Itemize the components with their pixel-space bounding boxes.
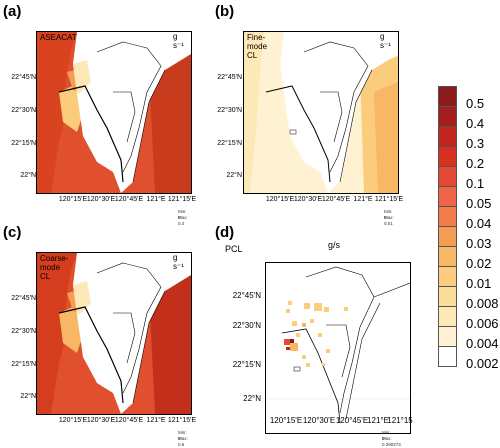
- lat-tick: 22°N: [20, 172, 36, 179]
- legend-label: 0.4: [466, 116, 485, 131]
- map-title: ASEACAT: [40, 33, 77, 42]
- legend-swatch: [438, 226, 457, 247]
- legend-label: 0.006: [466, 316, 499, 331]
- map-unit: g s⁻¹: [380, 32, 391, 50]
- legend-swatch: [438, 186, 457, 207]
- lon-tick: 121°15'E: [374, 196, 404, 203]
- legend-swatch: [438, 346, 457, 367]
- lon-tick: 120°15'E: [265, 196, 295, 203]
- legend-label: 0.03: [466, 236, 492, 251]
- legend-swatch: [438, 146, 457, 167]
- legend-label: 0.002: [466, 356, 499, 371]
- panel-letter: (a): [3, 3, 22, 20]
- map-title: Fine-mode CL: [247, 33, 268, 60]
- map-area: [36, 252, 192, 415]
- lat-tick: 22°30'N: [11, 328, 36, 335]
- lat-tick: 22°45'N: [232, 291, 261, 300]
- legend-label: 0.05: [466, 196, 492, 211]
- max-value: Max: 0.01: [384, 215, 394, 226]
- emission-map: [244, 32, 398, 193]
- lon-tick: 121°E: [353, 196, 373, 203]
- max-value: Max: 0.4: [178, 215, 188, 226]
- panel-letter: (d): [215, 224, 235, 241]
- map-title: Coarse-mode CL: [40, 254, 69, 281]
- lon-tick: 120°45'E: [114, 417, 144, 424]
- lon-tick: 120°30'E: [302, 416, 336, 425]
- legend-swatch: [438, 246, 457, 267]
- max-value: Max: 0.290273: [382, 436, 401, 447]
- legend-swatch: [438, 266, 457, 287]
- legend-label: 0.5: [466, 96, 485, 111]
- legend-label: 0.004: [466, 336, 499, 351]
- lat-tick: 22°N: [243, 394, 261, 403]
- lat-tick: 22°30'N: [217, 107, 242, 114]
- lat-tick: 22°45'N: [217, 74, 242, 81]
- lat-tick: 22°30'N: [11, 107, 36, 114]
- legend-label: 0.01: [466, 276, 492, 291]
- map-area: [265, 262, 411, 434]
- lon-tick: 120°30'E: [86, 196, 116, 203]
- lon-tick: 120°45'E: [114, 196, 144, 203]
- map-unit: g s⁻¹: [173, 32, 184, 50]
- legend-swatch: [438, 126, 457, 147]
- lat-tick: 22°45'N: [11, 295, 36, 302]
- map-area: [36, 31, 192, 194]
- lon-tick: 121°15: [387, 416, 413, 425]
- lon-tick: 120°45'E: [321, 196, 351, 203]
- legend-label: 0.04: [466, 216, 492, 231]
- lat-tick: 22°15'N: [11, 140, 36, 147]
- lat-tick: 22°15'N: [11, 361, 36, 368]
- emission-map: [266, 263, 410, 433]
- legend-label: 0.02: [466, 256, 492, 271]
- legend-swatch: [438, 286, 457, 307]
- lon-tick: 120°45'E: [335, 416, 369, 425]
- lat-tick: 22°N: [20, 393, 36, 400]
- legend-label: 0.1: [466, 176, 485, 191]
- legend-swatch: [438, 326, 457, 347]
- lon-tick: 120°15'E: [269, 416, 303, 425]
- legend-swatch: [438, 86, 457, 107]
- panel-letter: (b): [215, 3, 235, 20]
- panel-letter: (c): [3, 224, 22, 241]
- legend-label: 0.3: [466, 136, 485, 151]
- lat-tick: 22°30'N: [232, 321, 261, 330]
- lon-tick: 121°E: [146, 196, 166, 203]
- map-unit: g/s: [328, 240, 341, 250]
- min-value: Min: 0: [178, 209, 187, 220]
- lon-tick: 121°E: [146, 417, 166, 424]
- legend-swatch: [438, 166, 457, 187]
- max-value: Max: 0.6: [178, 436, 188, 447]
- map-title: PCL: [225, 244, 243, 254]
- lat-tick: 22°N: [226, 172, 242, 179]
- min-value: Min: 0: [382, 430, 391, 441]
- lon-tick: 120°15'E: [58, 417, 88, 424]
- legend-swatch: [438, 206, 457, 227]
- lon-tick: 121°15'E: [167, 417, 197, 424]
- legend-label: 0.2: [466, 156, 485, 171]
- lat-tick: 22°45'N: [11, 74, 36, 81]
- lon-tick: 121°E: [367, 416, 389, 425]
- legend-swatch: [438, 106, 457, 127]
- emission-map: [37, 32, 191, 193]
- legend-swatch: [438, 306, 457, 327]
- map-unit: g s⁻¹: [173, 253, 184, 271]
- lon-tick: 121°15'E: [167, 196, 197, 203]
- min-value: Min: 0: [178, 430, 187, 441]
- lat-tick: 22°15'N: [217, 140, 242, 147]
- lat-tick: 22°15'N: [232, 360, 261, 369]
- legend-label: 0.008: [466, 296, 499, 311]
- min-value: Min: 0: [384, 209, 393, 220]
- lon-tick: 120°30'E: [293, 196, 323, 203]
- emission-map: [37, 253, 191, 414]
- lon-tick: 120°15'E: [58, 196, 88, 203]
- map-area: [243, 31, 399, 194]
- lon-tick: 120°30'E: [86, 417, 116, 424]
